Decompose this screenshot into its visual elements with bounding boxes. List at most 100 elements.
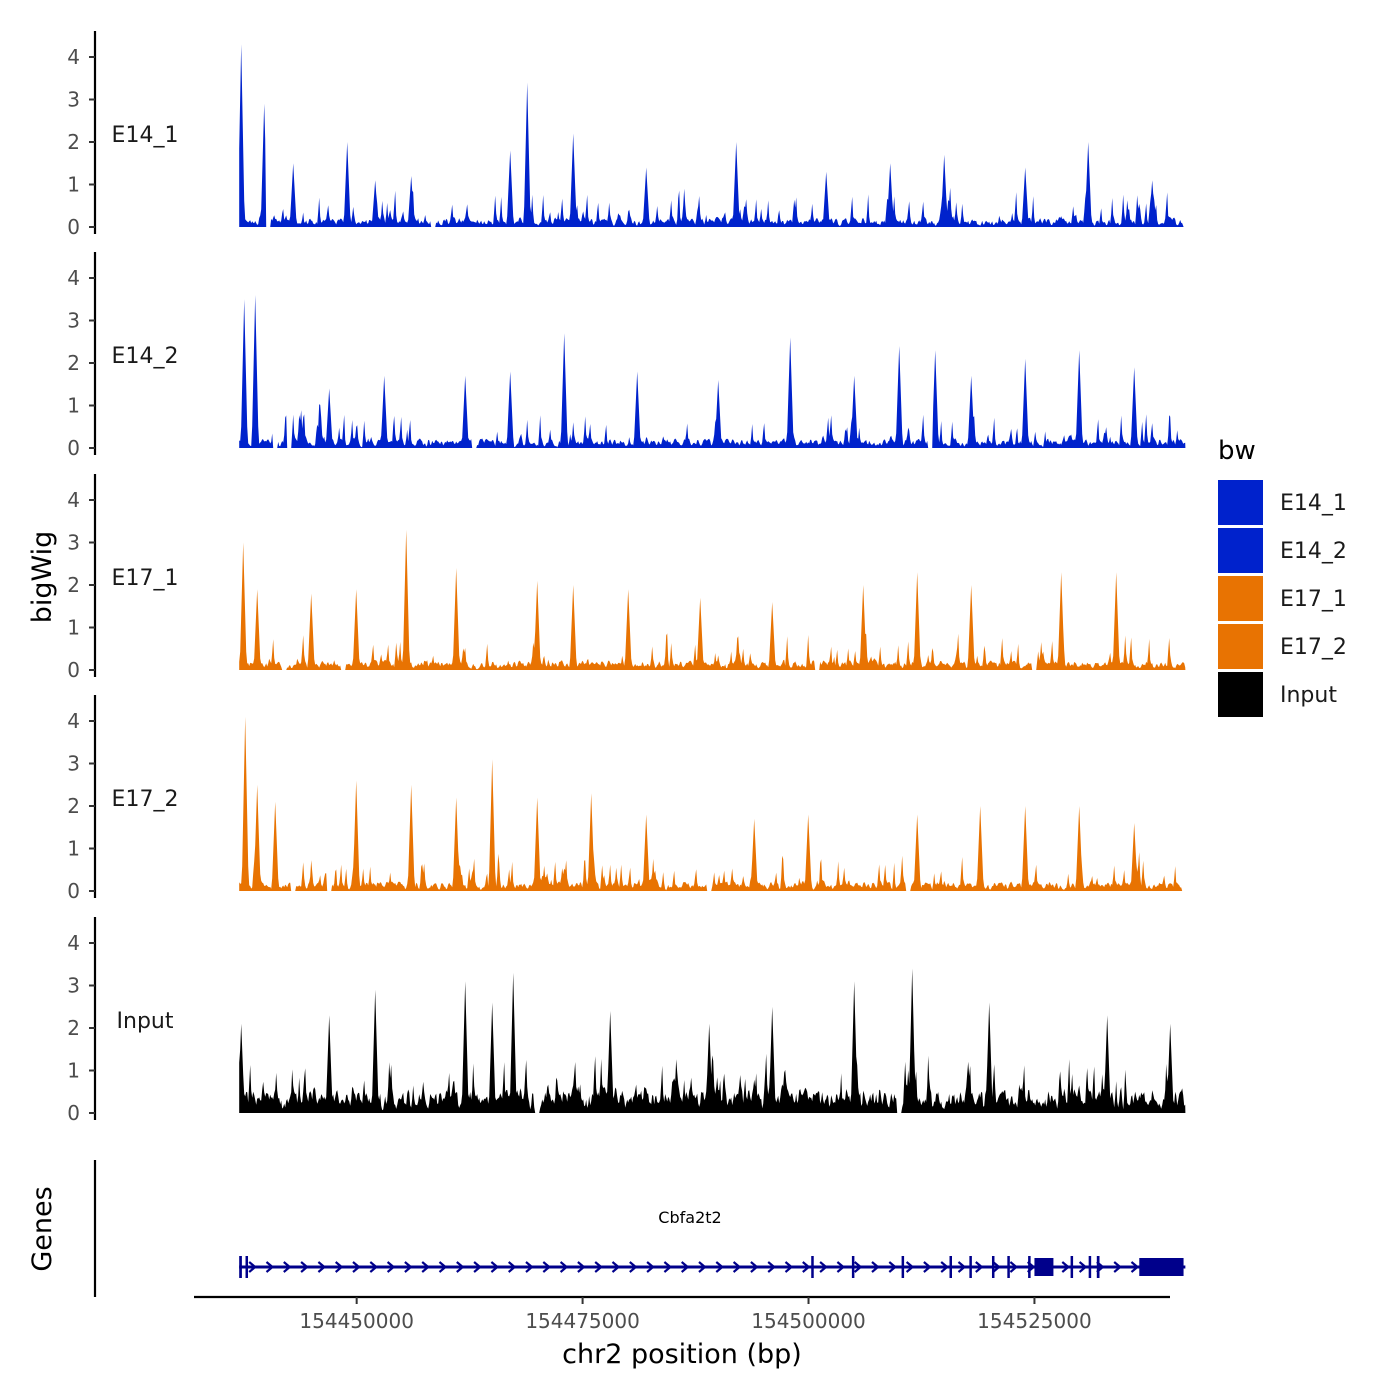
strand-arrow [784, 1261, 794, 1273]
legend-label: E17_1 [1280, 587, 1347, 612]
strand-arrow [559, 1261, 569, 1273]
legend-item: E17_2 [1218, 624, 1347, 669]
strand-arrow [421, 1261, 430, 1273]
strand-arrow [767, 1261, 776, 1273]
x-tick-label: 154525000 [977, 1309, 1092, 1333]
y-tick-label: 3 [67, 531, 80, 555]
strand-arrow [1078, 1261, 1088, 1273]
gene-exon [901, 1256, 905, 1278]
track-label: E17_1 [112, 566, 179, 591]
track-e17-2: 0 1 2 3 4 E17_2 [67, 695, 1183, 903]
track-label: E14_2 [112, 344, 179, 369]
strand-arrow [1113, 1261, 1122, 1273]
legend-label: Input [1280, 683, 1337, 708]
strand-arrow [507, 1261, 517, 1273]
strand-arrow [836, 1261, 846, 1273]
legend-item: E17_1 [1218, 576, 1347, 621]
strand-arrow [1009, 1261, 1019, 1273]
strand-arrow [992, 1261, 1001, 1273]
x-axis-title: chr2 position (bp) [562, 1339, 802, 1370]
track-e17-1: 0 1 2 3 4 E17_1 [67, 474, 1186, 682]
strand-arrow [957, 1261, 967, 1273]
y-tick-label: 3 [67, 974, 80, 998]
gene-exon [1007, 1256, 1010, 1278]
gene-exon [811, 1256, 814, 1278]
strand-arrow [438, 1261, 448, 1273]
x-tick-label: 154450000 [299, 1309, 414, 1333]
strand-arrow [871, 1261, 880, 1273]
track-label: E14_1 [112, 123, 179, 148]
strand-arrow [300, 1261, 309, 1273]
y-tick-label: 0 [67, 658, 80, 682]
strand-arrow [975, 1261, 984, 1273]
strand-arrow [248, 1261, 257, 1273]
strand-arrow [1130, 1261, 1140, 1273]
strand-arrow [265, 1261, 275, 1273]
gene-exon [1139, 1258, 1184, 1276]
y-tick-label: 2 [67, 351, 80, 375]
strand-arrow [473, 1261, 482, 1273]
x-axis: chr2 position (bp) 154450000 154475000 154… [194, 1295, 1170, 1370]
gene-exon [851, 1256, 855, 1278]
genes-track: Genes Cbfa2t2 [27, 1160, 1186, 1297]
y-tick-label: 1 [67, 837, 80, 861]
legend-label: E14_1 [1280, 491, 1347, 516]
legend-swatch [1218, 528, 1263, 573]
track-label: E17_2 [112, 787, 179, 812]
strand-arrow [577, 1261, 586, 1273]
gene-exon [991, 1256, 995, 1278]
strand-arrow [525, 1261, 534, 1273]
strand-arrow [732, 1261, 742, 1273]
x-tick-label: 154500000 [751, 1309, 866, 1333]
y-tick-label: 0 [67, 215, 80, 239]
y-tick-label: 1 [67, 394, 80, 418]
strand-arrow [1061, 1261, 1071, 1273]
strand-arrow [317, 1261, 327, 1273]
strand-arrow [283, 1261, 292, 1273]
genes-track-title: Genes [27, 1186, 58, 1271]
y-tick-label: 2 [67, 794, 80, 818]
strand-arrow [698, 1261, 707, 1273]
gene-exon [239, 1256, 242, 1278]
signal-tracks: 0 1 2 3 4 E14_1 0 1 2 3 4 E14_2 0 1 2 3 4 E17_1 0 1 2 3 4 E17_2… [67, 31, 1186, 1125]
y-tick-label: 3 [67, 88, 80, 112]
legend-swatch [1218, 624, 1263, 669]
legend-swatch [1218, 672, 1263, 717]
y-tick-label: 2 [67, 573, 80, 597]
strand-arrow [663, 1261, 673, 1273]
strand-arrow [404, 1261, 413, 1273]
y-tick-label: 3 [67, 752, 80, 776]
legend-title: bw [1218, 436, 1256, 466]
y-tick-label: 4 [67, 931, 80, 955]
track-e14-2: 0 1 2 3 4 E14_2 [67, 252, 1186, 460]
strand-arrow [542, 1261, 552, 1273]
strand-arrow [352, 1261, 361, 1273]
strand-arrow [715, 1261, 725, 1273]
strand-arrow [853, 1261, 863, 1273]
legend-item: E14_2 [1218, 528, 1347, 573]
strand-arrow [611, 1261, 621, 1273]
legend-swatch [1218, 480, 1263, 525]
gene-label: Cbfa2t2 [658, 1208, 721, 1227]
y-tick-label: 4 [67, 709, 80, 733]
y-tick-label: 0 [67, 1101, 80, 1125]
signal-area [239, 968, 1186, 1113]
legend-item: Input [1218, 672, 1337, 717]
track-label: Input [117, 1009, 174, 1034]
track-input: 0 1 2 3 4 Input [67, 917, 1186, 1125]
gene-exon [1028, 1256, 1031, 1278]
y-tick-label: 3 [67, 309, 80, 333]
legend-swatch [1218, 576, 1263, 621]
y-tick-label: 1 [67, 616, 80, 640]
x-tick-label: 154475000 [525, 1309, 640, 1333]
y-tick-label: 0 [67, 879, 80, 903]
strand-arrow [905, 1261, 915, 1273]
gene-exon [245, 1256, 249, 1278]
strand-arrow [646, 1261, 655, 1273]
signal-area [239, 44, 1184, 227]
strand-arrow [923, 1261, 932, 1273]
y-axis-title: bigWig [27, 531, 58, 624]
y-tick-label: 1 [67, 1059, 80, 1083]
